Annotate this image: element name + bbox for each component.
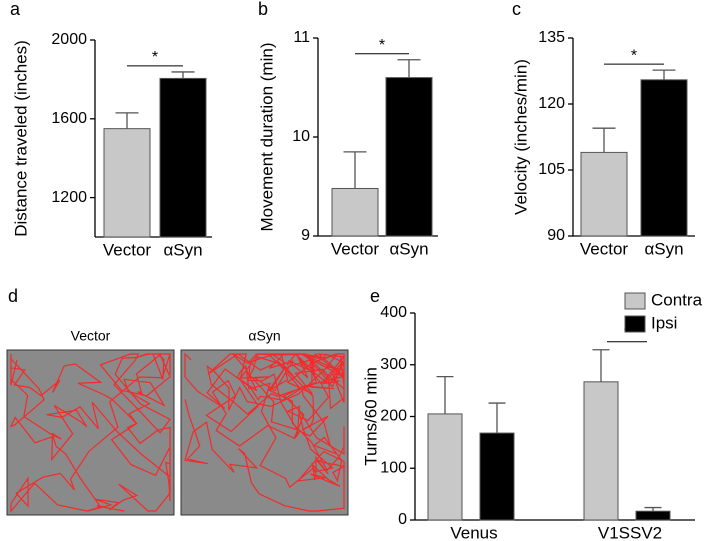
- y-tick-label: 0: [398, 511, 407, 528]
- y-axis-label: Velocity (inches/min): [511, 59, 530, 215]
- bar: [385, 77, 433, 237]
- y-tick-label: 2000: [51, 31, 87, 48]
- y-tick-label: 200: [380, 408, 407, 425]
- x-tick-label: Venus: [450, 523, 497, 541]
- bar: [103, 128, 151, 238]
- panel-label: d: [8, 286, 18, 306]
- y-tick-label: 1200: [51, 189, 87, 206]
- y-tick-label: 105: [538, 161, 565, 178]
- x-tick-label: Vector: [331, 239, 380, 258]
- significance-star: *: [379, 37, 385, 54]
- x-tick-label: Vector: [103, 240, 152, 259]
- legend-swatch: [624, 315, 646, 333]
- significance-star: *: [624, 325, 630, 342]
- bar: [479, 432, 515, 521]
- track-path: [184, 352, 346, 512]
- bar: [580, 151, 628, 237]
- y-tick-label: 9: [301, 227, 310, 244]
- y-tick-label: 11: [293, 29, 310, 46]
- bar: [427, 413, 463, 521]
- bar: [635, 510, 671, 521]
- bar: [640, 79, 688, 237]
- y-tick-label: 300: [380, 356, 407, 373]
- x-tick-label: αSyn: [644, 239, 683, 258]
- y-axis-label: Distance traveled (inches): [11, 40, 30, 237]
- panel-label: a: [10, 0, 21, 19]
- track-path: [9, 353, 171, 513]
- significance-star: *: [631, 47, 637, 64]
- bar: [159, 77, 207, 238]
- y-axis-label: Turns/60 min: [361, 367, 380, 466]
- y-tick-label: 90: [547, 227, 565, 244]
- y-tick-label: 1600: [51, 110, 87, 127]
- y-tick-label: 135: [538, 29, 565, 46]
- x-tick-label: αSyn: [389, 239, 428, 258]
- legend-label: Ipsi: [651, 313, 677, 332]
- bar: [583, 381, 619, 521]
- y-tick-label: 10: [292, 128, 310, 145]
- bar: [331, 187, 379, 237]
- y-tick-label: 100: [380, 459, 407, 476]
- y-tick-label: 120: [538, 95, 565, 112]
- significance-star: *: [152, 49, 158, 66]
- y-tick-label: 400: [380, 304, 407, 321]
- legend-swatch: [624, 292, 646, 310]
- x-tick-label: V1SSV2: [598, 523, 662, 541]
- image-caption: Vector: [71, 328, 111, 344]
- y-axis-label: Movement duration (min): [257, 43, 276, 232]
- panel-label: e: [370, 286, 380, 306]
- x-tick-label: Vector: [580, 239, 629, 258]
- panel-label: b: [258, 0, 268, 19]
- panel-label: c: [512, 0, 521, 19]
- x-tick-label: αSyn: [163, 240, 202, 259]
- legend-label: Contra: [651, 290, 703, 309]
- image-caption: αSyn: [248, 328, 280, 344]
